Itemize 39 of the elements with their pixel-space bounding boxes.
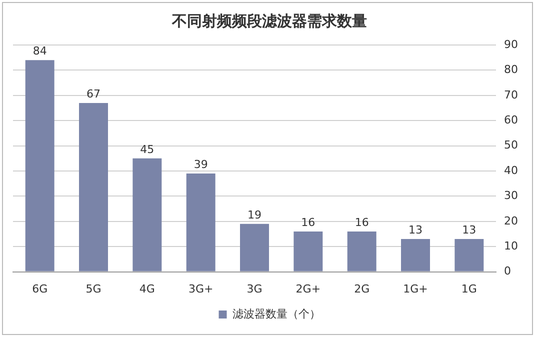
bar	[454, 239, 484, 272]
data-label: 19	[248, 208, 262, 222]
x-tick-label: 2G	[354, 282, 370, 296]
y-tick-label: 30	[504, 189, 518, 202]
data-label: 16	[301, 216, 316, 229]
x-tick-label: 3G	[246, 282, 262, 296]
bar	[25, 60, 54, 272]
data-label: 13	[462, 223, 476, 236]
y-tick-label: 40	[504, 164, 518, 177]
bar	[347, 231, 376, 272]
y-tick-label: 20	[504, 214, 518, 228]
bar	[132, 158, 162, 272]
x-tick-label: 1G	[461, 282, 477, 296]
x-tick-label: 3G+	[188, 282, 214, 296]
x-tick-label: 4G	[139, 282, 155, 296]
y-tick-label: 50	[504, 138, 518, 152]
y-tick-label: 70	[504, 88, 518, 102]
data-label: 45	[140, 142, 154, 156]
bar	[294, 231, 323, 272]
legend-label: 滤波器数量（个）	[232, 307, 320, 320]
data-label: 84	[32, 44, 47, 58]
y-tick-label: 60	[504, 113, 518, 126]
data-label: 16	[354, 216, 369, 229]
x-tick-label: 1G+	[403, 282, 428, 296]
chart-title: 不同射频频段滤波器需求数量	[171, 12, 367, 30]
x-tick-label: 6G	[32, 282, 48, 296]
data-label: 67	[86, 87, 100, 100]
y-tick-label: 90	[504, 38, 518, 51]
bar	[186, 174, 216, 272]
y-tick-label: 10	[504, 239, 518, 252]
bar	[401, 239, 430, 272]
y-tick-label: 0	[504, 264, 512, 278]
data-label: 13	[408, 223, 422, 236]
x-tick-label: 2G+	[296, 282, 321, 296]
x-tick-label: 5G	[86, 282, 102, 296]
y-tick-label: 80	[504, 63, 518, 76]
bar	[240, 224, 269, 272]
data-label: 39	[194, 158, 208, 171]
bar	[79, 102, 108, 272]
